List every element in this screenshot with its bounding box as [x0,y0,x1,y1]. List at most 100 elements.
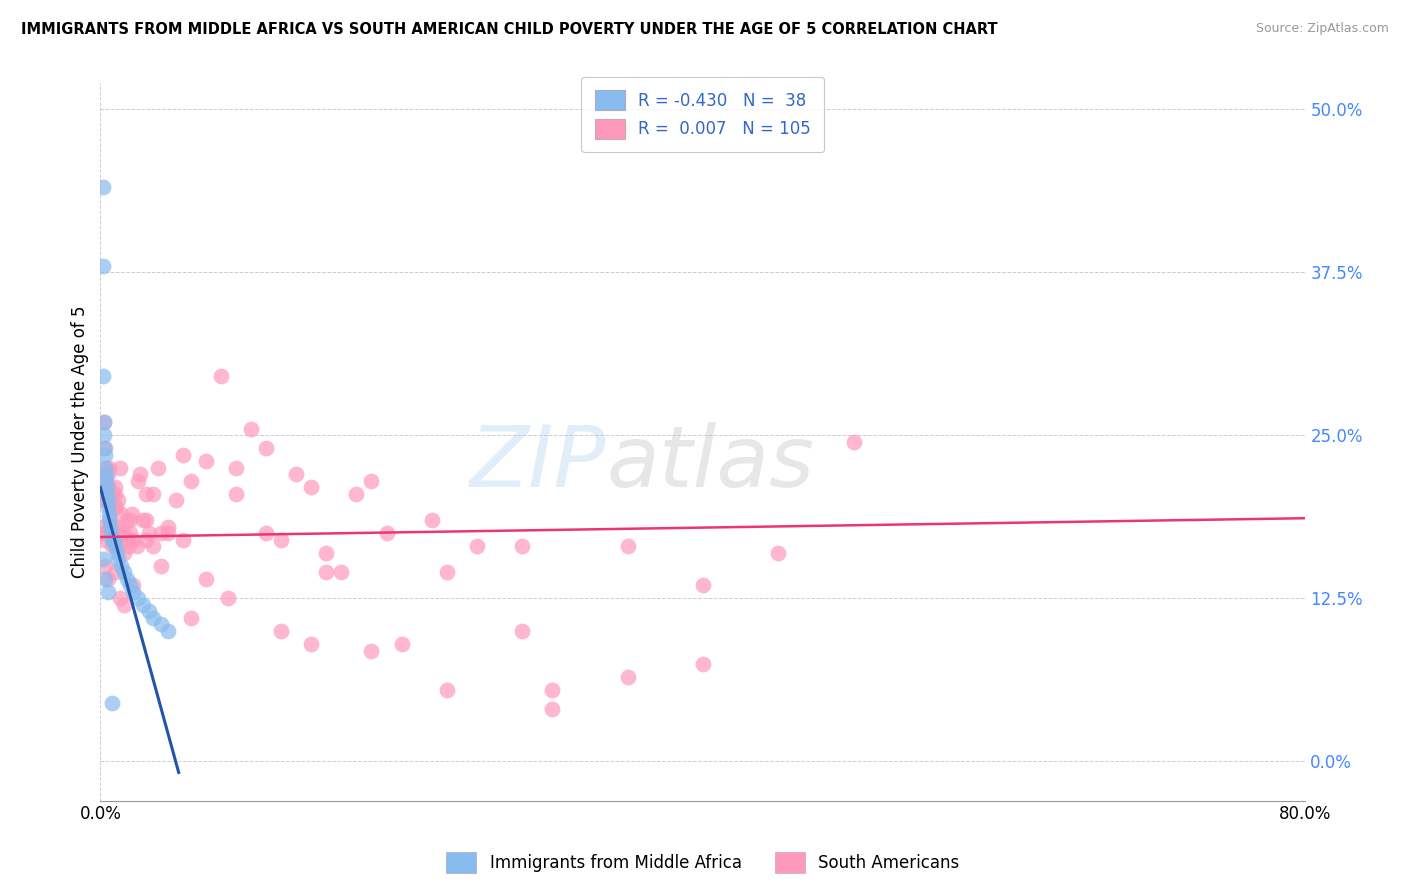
Point [114,598,136,612]
Point [97,467,120,482]
Point [111,526,134,541]
Point [101,500,124,514]
Point [135,533,157,547]
Point [94,487,117,501]
Point [146,460,169,475]
Point [96,487,118,501]
Legend: R = -0.430   N =  38, R =  0.007   N = 105: R = -0.430 N = 38, R = 0.007 N = 105 [582,77,824,153]
Point [104,487,127,501]
Point [692,657,714,671]
Point [180,474,202,488]
Point [93,519,115,533]
Point [96,474,118,488]
Point [118,539,141,553]
Point [121,507,143,521]
Point [330,566,353,580]
Point [104,500,127,514]
Text: ZIP: ZIP [470,422,606,505]
Point [94,558,117,573]
Point [110,558,132,573]
Point [436,682,458,697]
Point [97,493,120,508]
Point [94,480,117,494]
Point [138,604,160,618]
Point [346,487,368,501]
Point [131,513,153,527]
Point [157,624,180,638]
Point [135,487,157,501]
Point [172,533,194,547]
Point [111,526,134,541]
Point [101,519,124,533]
Point [103,533,125,547]
Point [91,259,114,273]
Point [94,572,117,586]
Text: IMMIGRANTS FROM MIDDLE AFRICA VS SOUTH AMERICAN CHILD POVERTY UNDER THE AGE OF 5: IMMIGRANTS FROM MIDDLE AFRICA VS SOUTH A… [21,22,998,37]
Point [98,460,121,475]
Text: Source: ZipAtlas.com: Source: ZipAtlas.com [1256,22,1389,36]
Point [142,611,165,625]
Point [541,682,564,697]
Point [120,526,142,541]
Point [254,526,277,541]
Point [100,696,122,710]
Point [270,533,292,547]
Point [131,598,153,612]
Point [616,539,638,553]
Point [94,460,117,475]
Point [93,552,115,566]
Point [766,546,789,560]
Point [108,591,131,606]
Point [96,460,118,475]
Point [105,546,128,560]
Point [180,611,202,625]
Point [240,422,263,436]
Point [107,552,129,566]
Point [142,487,165,501]
Point [91,180,114,194]
Point [97,500,120,514]
Point [90,526,112,541]
Point [149,617,172,632]
Text: atlas: atlas [606,422,814,505]
Point [194,572,217,586]
Point [105,519,128,533]
Point [122,533,145,547]
Point [135,513,157,527]
Point [127,474,149,488]
Y-axis label: Child Poverty Under the Age of 5: Child Poverty Under the Age of 5 [72,305,89,578]
Point [157,526,180,541]
Point [105,500,128,514]
Point [465,539,488,553]
Point [93,428,115,442]
Point [842,434,865,449]
Point [285,467,308,482]
Point [96,493,118,508]
Point [510,624,533,638]
Point [114,546,136,560]
Point [375,526,398,541]
Point [98,513,121,527]
Point [225,460,247,475]
Point [127,591,149,606]
Point [128,467,150,482]
Point [93,415,115,429]
Point [94,526,117,541]
Point [165,493,187,508]
Point [98,487,121,501]
Point [100,526,122,541]
Point [420,513,443,527]
Point [100,526,122,541]
Point [110,507,132,521]
Point [315,546,337,560]
Point [101,533,124,547]
Point [94,448,117,462]
Point [93,467,115,482]
Point [270,624,292,638]
Point [107,539,129,553]
Point [122,578,145,592]
Point [93,442,115,456]
Point [96,480,118,494]
Point [616,670,638,684]
Point [93,369,115,384]
